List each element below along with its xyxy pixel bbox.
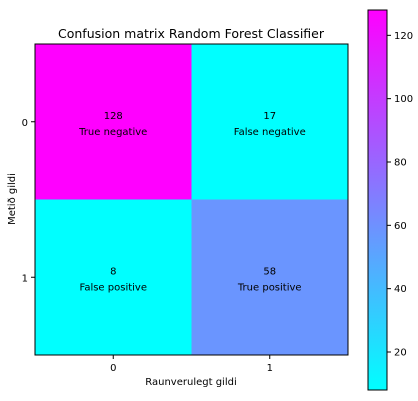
cell-value-label: 8 [110, 266, 116, 277]
chart-title: Confusion matrix Random Forest Classifie… [58, 26, 325, 41]
x-tick-label: 1 [267, 363, 273, 374]
x-axis-label: Raunverulegt gildi [145, 377, 236, 388]
x-tick-label: 0 [110, 363, 116, 374]
colorbar-gradient [367, 9, 388, 391]
cell-value-label: 128 [104, 111, 123, 122]
cell-value-label: 58 [263, 266, 276, 277]
y-axis-ticks: 01 [22, 118, 35, 284]
heatmap-cell [191, 44, 348, 200]
y-tick-label: 1 [22, 273, 28, 284]
cell-category-label: True negative [78, 127, 147, 138]
cell-category-label: False negative [234, 127, 306, 138]
heatmap-cell [35, 44, 192, 200]
colorbar-tick-label: 40 [394, 284, 407, 295]
cell-value-label: 17 [263, 111, 276, 122]
heatmap-cell [35, 199, 192, 355]
y-tick-label: 0 [22, 118, 28, 129]
colorbar-tick-label: 60 [394, 221, 407, 232]
cell-category-label: False positive [79, 282, 147, 293]
colorbar: 20 40 60 80 100 120 [367, 9, 413, 391]
heatmap-cell [191, 199, 348, 355]
colorbar-tick-label: 20 [394, 348, 407, 359]
colorbar-ticks: 20 40 60 80 100 120 [387, 31, 413, 359]
colorbar-tick-label: 120 [394, 31, 413, 42]
colorbar-tick-label: 100 [394, 94, 413, 105]
cell-category-label: True positive [237, 282, 302, 293]
heatmap-cells: 128 True negative 17 False negative 8 False p… [35, 44, 348, 355]
colorbar-tick-label: 80 [394, 158, 407, 169]
plot-frame [34, 43, 349, 356]
y-axis-label: Metið gildi [7, 173, 18, 225]
